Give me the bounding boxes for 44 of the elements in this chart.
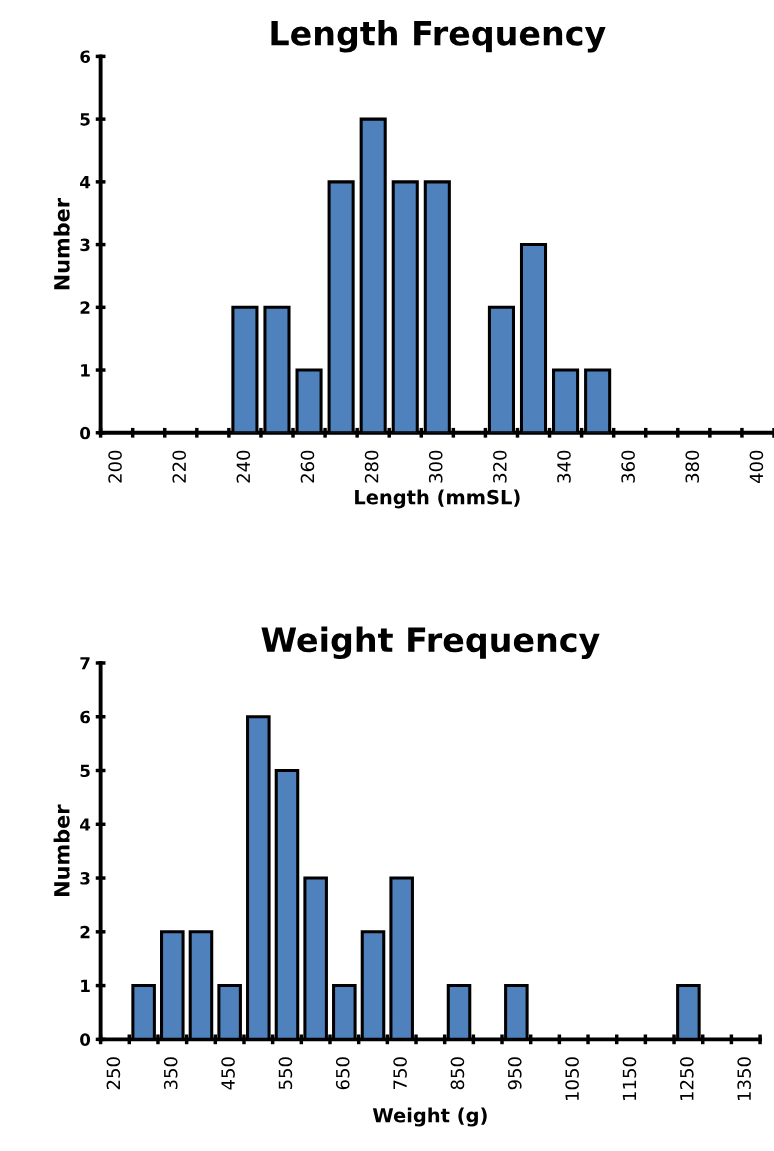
y-tick-label: 1: [81, 364, 90, 377]
y-tick-label: 4: [80, 818, 91, 831]
y-tick-label: 5: [80, 764, 90, 778]
x-tick-label: 550: [278, 1057, 293, 1090]
y-axis-title: Number: [53, 198, 70, 290]
y-tick-label: 0: [80, 1033, 91, 1046]
x-tick-label: 1250: [679, 1057, 694, 1100]
x-tick-label: 1150: [622, 1057, 637, 1100]
chart-title: Length Frequency: [271, 19, 606, 53]
y-tick-label: 0: [80, 426, 91, 440]
y-tick-label: 6: [80, 710, 90, 724]
x-axis-title: Weight (g): [372, 1107, 487, 1127]
x-tick-label: 240: [236, 450, 251, 483]
x-tick-label: 1050: [565, 1057, 579, 1100]
x-tick-label: 400: [749, 450, 764, 484]
y-tick-label: 4: [80, 176, 91, 189]
x-tick-label: 340: [557, 450, 571, 483]
x-tick-label: 350: [163, 1057, 178, 1090]
y-axis-title: Number: [53, 804, 70, 896]
x-tick-label: 1350: [737, 1057, 751, 1100]
x-tick-label: 950: [507, 1057, 522, 1090]
x-tick-label: 320: [493, 450, 507, 483]
x-tick-label: 750: [393, 1057, 407, 1089]
x-tick-label: 380: [685, 450, 700, 483]
x-tick-label: 850: [450, 1057, 465, 1090]
y-tick-label: 3: [80, 872, 90, 885]
y-tick-label: 3: [80, 238, 90, 252]
y-tick-label: 2: [80, 301, 90, 314]
y-tick-label: 2: [80, 925, 90, 939]
y-tick-label: 1: [81, 979, 90, 992]
x-axis-title: Length (mmSL): [355, 489, 520, 509]
x-tick-label: 450: [221, 1057, 235, 1090]
x-tick-label: 280: [364, 450, 379, 483]
x-tick-label: 200: [108, 450, 122, 483]
y-tick-label: 6: [80, 50, 90, 63]
y-tick-label: 7: [80, 657, 90, 670]
x-tick-label: 300: [428, 450, 443, 483]
x-tick-label: 220: [172, 450, 187, 483]
x-tick-label: 250: [106, 1057, 121, 1090]
y-tick-label: 5: [80, 113, 90, 126]
x-tick-label: 260: [300, 450, 315, 483]
chart-title: Weight Frequency: [261, 626, 600, 660]
x-tick-label: 650: [335, 1057, 350, 1090]
x-tick-label: 360: [621, 450, 635, 483]
